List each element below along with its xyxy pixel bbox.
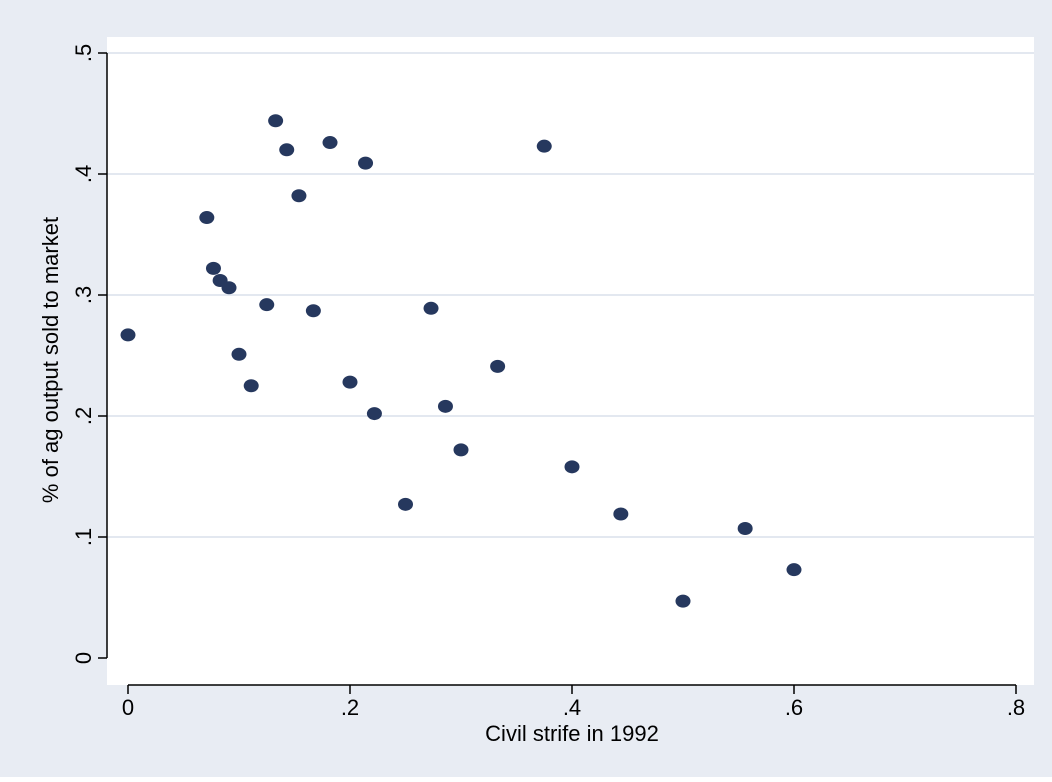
scatter-point	[536, 139, 552, 153]
scatter-point	[322, 136, 338, 150]
scatter-point	[564, 460, 580, 474]
scatter-point	[268, 114, 284, 128]
x-tick-label: .4	[563, 695, 581, 720]
y-tick-label: .2	[71, 407, 96, 425]
scatter-point	[786, 563, 802, 577]
x-tick-label: .2	[341, 695, 359, 720]
x-tick-label: 0	[122, 695, 134, 720]
scatter-point	[305, 304, 321, 318]
y-tick-label: 0	[71, 652, 96, 664]
scatter-point	[366, 407, 382, 421]
plot-area	[107, 37, 1034, 685]
scatter-point	[221, 281, 237, 295]
scatter-point	[737, 522, 753, 536]
scatter-point	[423, 301, 439, 315]
scatter-point	[291, 189, 307, 203]
scatter-point	[243, 379, 259, 393]
scatter-point	[199, 211, 215, 225]
axes: 0 .1 .2 .3 .4 .5 0 .2 .4 .6 .8	[71, 44, 1025, 720]
scatter-point	[259, 298, 275, 312]
scatter-point	[675, 594, 691, 608]
grid-lines	[107, 52, 1034, 538]
scatter-point	[120, 328, 136, 342]
y-tick-label: .4	[71, 165, 96, 183]
scatter-point	[490, 359, 506, 373]
scatter-point	[398, 497, 413, 511]
x-tick-label: .8	[1007, 695, 1025, 720]
x-axis-title: Civil strife in 1992	[485, 721, 659, 746]
y-tick-label: .5	[71, 44, 96, 62]
data-points	[120, 114, 802, 608]
scatter-point	[279, 143, 295, 157]
scatter-point	[613, 507, 629, 521]
scatter-point	[453, 443, 469, 457]
scatter-point	[231, 347, 247, 361]
scatter-point	[358, 156, 374, 170]
scatter-point	[437, 399, 453, 413]
scatter-point	[205, 261, 221, 275]
y-tick-label: .1	[71, 528, 96, 546]
scatter-point	[342, 375, 358, 389]
y-axis-title: % of ag output sold to market	[38, 217, 63, 503]
y-tick-label: .3	[71, 286, 96, 304]
x-tick-label: .6	[785, 695, 803, 720]
